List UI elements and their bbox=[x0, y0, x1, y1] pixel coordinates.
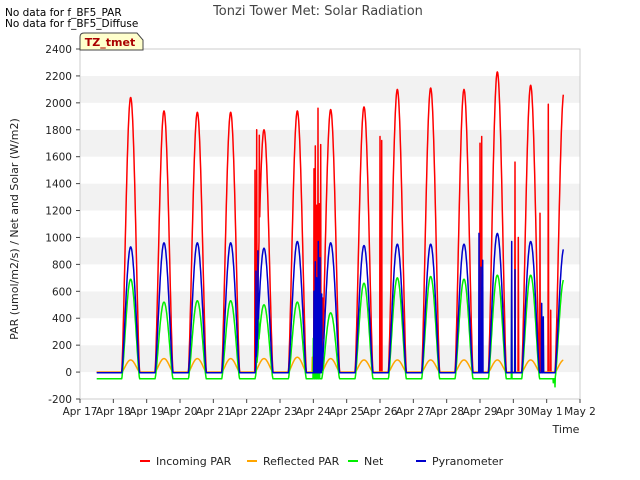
x-tick-label: Apr 26 bbox=[363, 406, 398, 418]
chart-title: Tonzi Tower Met: Solar Radiation bbox=[212, 4, 423, 19]
y-axis-label: PAR (umol/m2/s) / Net and Solar (W/m2) bbox=[8, 118, 21, 340]
legend-label: Incoming PAR bbox=[156, 455, 232, 468]
y-tick-label: 1200 bbox=[45, 206, 72, 218]
y-tick-label: 2400 bbox=[45, 44, 72, 56]
y-tick-label: 0 bbox=[65, 367, 72, 379]
grid-band bbox=[80, 318, 580, 346]
grid-band bbox=[80, 129, 580, 157]
x-tick-label: Apr 19 bbox=[129, 406, 164, 418]
grid-band bbox=[80, 49, 580, 76]
no-data-note-par: No data for f_BF5_PAR bbox=[5, 7, 122, 19]
x-axis-label: Time bbox=[552, 423, 580, 436]
grid-band bbox=[80, 210, 580, 238]
x-tick-label: Apr 22 bbox=[229, 406, 264, 418]
y-tick-label: 1600 bbox=[45, 152, 72, 164]
y-tick-label: 400 bbox=[52, 313, 72, 325]
y-tick-label: 2000 bbox=[45, 98, 72, 110]
x-tick-label: Apr 30 bbox=[496, 406, 531, 418]
x-tick-label: May 2 bbox=[564, 406, 596, 418]
y-tick-label: 2200 bbox=[45, 71, 72, 83]
y-tick-label: 1400 bbox=[45, 179, 72, 191]
x-tick-label: Apr 27 bbox=[396, 406, 431, 418]
x-tick-label: Apr 20 bbox=[163, 406, 198, 418]
grid-band bbox=[80, 237, 580, 265]
y-tick-label: 200 bbox=[52, 340, 72, 352]
y-tick-label: 600 bbox=[52, 286, 72, 298]
x-tick-label: Apr 29 bbox=[463, 406, 498, 418]
x-tick-label: Apr 18 bbox=[96, 406, 131, 418]
y-tick-label: -200 bbox=[48, 394, 72, 406]
grid-band bbox=[80, 264, 580, 292]
x-tick-label: Apr 25 bbox=[329, 406, 364, 418]
y-tick-label: 1800 bbox=[45, 125, 72, 137]
grid-band bbox=[80, 372, 580, 399]
x-tick-label: May 1 bbox=[531, 406, 563, 418]
tag-badge: TZ_tmet bbox=[79, 32, 144, 51]
x-tick-label: Apr 24 bbox=[296, 406, 331, 418]
legend-label: Pyranometer bbox=[432, 455, 504, 468]
grid-band bbox=[80, 183, 580, 211]
series-line-pyranometer bbox=[96, 232, 565, 374]
x-tick-label: Apr 23 bbox=[263, 406, 298, 418]
x-tick-label: Apr 28 bbox=[429, 406, 464, 418]
legend: Incoming PAR Reflected PAR Net Pyranometer bbox=[140, 455, 504, 468]
series-line-net bbox=[96, 274, 565, 388]
y-tick-label: 800 bbox=[52, 259, 72, 271]
legend-label: Net bbox=[364, 455, 384, 468]
no-data-note-diffuse: No data for f_BF5_Diffuse bbox=[5, 18, 139, 30]
grid-band bbox=[80, 156, 580, 184]
x-tick-label: Apr 21 bbox=[196, 406, 231, 418]
y-tick-label: 1000 bbox=[45, 232, 72, 244]
legend-label: Reflected PAR bbox=[263, 455, 340, 468]
grid-band bbox=[80, 75, 580, 103]
tag-label: TZ_tmet bbox=[85, 36, 135, 49]
x-tick-label: Apr 17 bbox=[63, 406, 98, 418]
